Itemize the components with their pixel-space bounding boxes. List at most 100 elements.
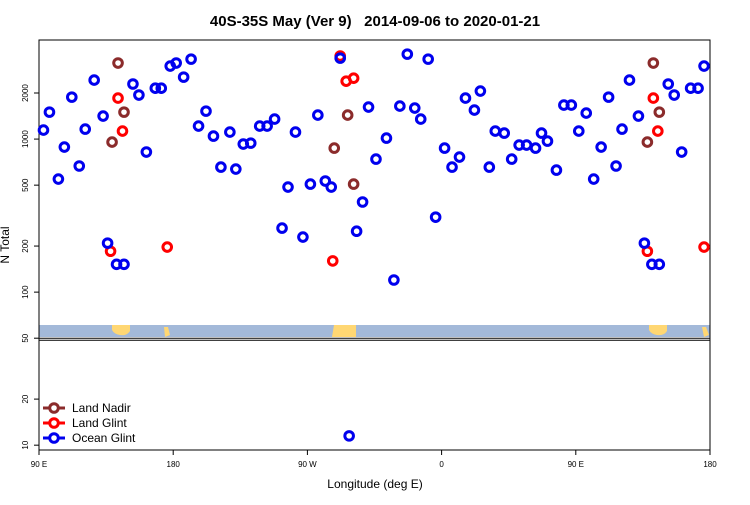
point bbox=[133, 89, 145, 101]
point bbox=[489, 125, 502, 137]
y-tick-label: 20 bbox=[21, 394, 30, 403]
point bbox=[37, 124, 50, 136]
point bbox=[185, 53, 197, 65]
point bbox=[388, 274, 400, 286]
point bbox=[170, 57, 182, 69]
point bbox=[446, 161, 458, 173]
land-shape bbox=[164, 327, 170, 337]
point bbox=[127, 78, 139, 90]
point bbox=[325, 181, 338, 193]
point bbox=[356, 196, 369, 208]
land-shape bbox=[112, 325, 130, 336]
point bbox=[459, 92, 472, 104]
point bbox=[276, 222, 288, 234]
point bbox=[230, 163, 242, 175]
point bbox=[140, 146, 153, 158]
y-axis-label: N Total bbox=[0, 226, 12, 263]
point bbox=[653, 106, 666, 118]
point bbox=[261, 120, 273, 132]
point bbox=[334, 52, 347, 64]
point bbox=[66, 91, 78, 103]
x-tick-label: 90 W bbox=[298, 460, 317, 469]
point bbox=[289, 126, 302, 138]
point bbox=[101, 237, 114, 249]
point bbox=[326, 255, 339, 267]
point bbox=[632, 110, 645, 122]
ocean-band bbox=[39, 325, 710, 337]
point bbox=[350, 225, 363, 238]
point bbox=[422, 53, 434, 65]
point bbox=[610, 160, 622, 172]
x-tick-label: 90 E bbox=[31, 460, 47, 469]
point bbox=[380, 132, 393, 144]
point bbox=[118, 106, 130, 118]
point bbox=[602, 91, 615, 103]
point bbox=[483, 161, 496, 173]
point bbox=[207, 130, 220, 142]
point bbox=[224, 126, 236, 138]
point bbox=[362, 101, 375, 113]
point bbox=[347, 178, 360, 190]
point bbox=[468, 104, 481, 116]
point bbox=[112, 57, 124, 69]
point bbox=[668, 89, 681, 101]
y-tick-label: 2000 bbox=[21, 84, 30, 102]
point bbox=[438, 142, 451, 154]
x-tick-label: 180 bbox=[703, 460, 717, 469]
point bbox=[653, 258, 666, 271]
point bbox=[106, 136, 118, 148]
legend-label: Land Nadir bbox=[72, 401, 131, 415]
point bbox=[319, 175, 332, 187]
point bbox=[529, 142, 542, 154]
point bbox=[215, 161, 227, 173]
y-tick-label: 500 bbox=[21, 178, 30, 192]
legend-label: Ocean Glint bbox=[72, 431, 136, 445]
point bbox=[414, 113, 427, 125]
point bbox=[675, 146, 688, 158]
point bbox=[662, 78, 675, 90]
x-axis-label: Longitude (deg E) bbox=[327, 477, 422, 491]
point bbox=[505, 153, 518, 165]
point bbox=[58, 141, 71, 153]
legend-label: Land Glint bbox=[72, 416, 127, 430]
point bbox=[88, 74, 100, 86]
point bbox=[312, 109, 324, 121]
y-tick-label: 10 bbox=[21, 440, 30, 449]
point bbox=[429, 211, 442, 223]
point bbox=[343, 430, 355, 442]
point bbox=[370, 153, 382, 165]
point bbox=[192, 120, 205, 132]
point bbox=[112, 92, 124, 104]
y-tick-label: 1000 bbox=[21, 130, 30, 148]
point bbox=[328, 142, 341, 154]
legend-marker bbox=[48, 432, 60, 444]
point bbox=[652, 125, 664, 137]
point bbox=[692, 82, 704, 95]
plot-frame bbox=[38, 39, 711, 451]
x-tick-label: 90 E bbox=[568, 460, 584, 469]
point bbox=[97, 110, 109, 122]
point bbox=[341, 109, 354, 121]
point bbox=[616, 123, 628, 135]
chart-title: 40S-35S May (Ver 9) 2014-09-06 to 2020-0… bbox=[210, 13, 540, 30]
point bbox=[587, 173, 600, 185]
point bbox=[297, 231, 309, 243]
point bbox=[116, 125, 129, 137]
point bbox=[43, 106, 56, 118]
point bbox=[498, 127, 511, 139]
point bbox=[541, 135, 554, 147]
point bbox=[347, 72, 360, 84]
point bbox=[304, 178, 317, 190]
legend-marker bbox=[48, 417, 60, 429]
point bbox=[149, 82, 162, 95]
point bbox=[155, 82, 168, 95]
land-shape bbox=[702, 327, 709, 337]
point bbox=[565, 99, 578, 111]
point bbox=[282, 181, 294, 193]
point bbox=[52, 173, 65, 185]
point bbox=[535, 127, 548, 139]
point bbox=[623, 74, 636, 86]
point bbox=[520, 139, 533, 151]
point bbox=[572, 125, 585, 137]
